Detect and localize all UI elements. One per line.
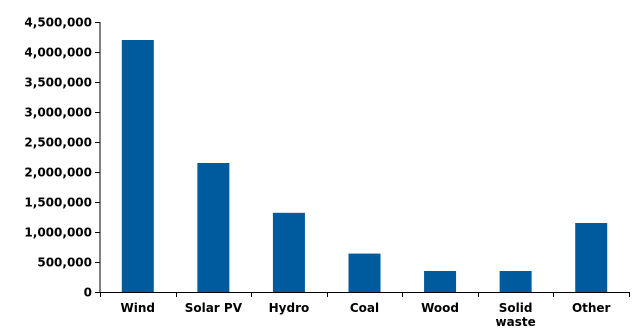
- y-tick-label: 4,500,000: [24, 16, 92, 30]
- y-tick-label: 2,500,000: [24, 136, 92, 150]
- bar-wood: [424, 271, 457, 292]
- y-tick-label: 1,000,000: [24, 226, 92, 240]
- bar-other: [575, 223, 608, 292]
- bars: [121, 40, 608, 292]
- y-tick-label: 1,500,000: [24, 196, 92, 210]
- y-tick-label: 4,000,000: [24, 46, 92, 60]
- x-tick-label: Wood: [421, 301, 459, 315]
- y-tick-label: 2,000,000: [24, 166, 92, 180]
- x-tick-label: Wind: [121, 301, 155, 315]
- x-tick-label: Other: [572, 301, 611, 315]
- x-axis: Wind Solar PV Hydro Coal Wood Solid waste Other: [100, 292, 630, 329]
- y-tick-label: 3,500,000: [24, 76, 92, 90]
- bar-wind: [121, 40, 154, 292]
- x-tick-label: Solid waste: [496, 301, 536, 329]
- y-tick-label: 500,000: [37, 256, 92, 270]
- bar-solar-pv: [197, 163, 230, 292]
- y-tick-label: 0: [84, 286, 92, 300]
- y-axis: 0 500,000 1,000,000 1,500,000 2,000,000 2,500…: [24, 16, 101, 300]
- bar-hydro: [272, 212, 305, 292]
- x-tick-label: Solar PV: [185, 301, 243, 315]
- x-tick-label: Coal: [350, 301, 379, 315]
- y-tick-label: 3,000,000: [24, 106, 92, 120]
- bar-solid-waste: [499, 271, 532, 292]
- bar-coal: [348, 253, 381, 292]
- x-tick-label: Hydro: [269, 301, 310, 315]
